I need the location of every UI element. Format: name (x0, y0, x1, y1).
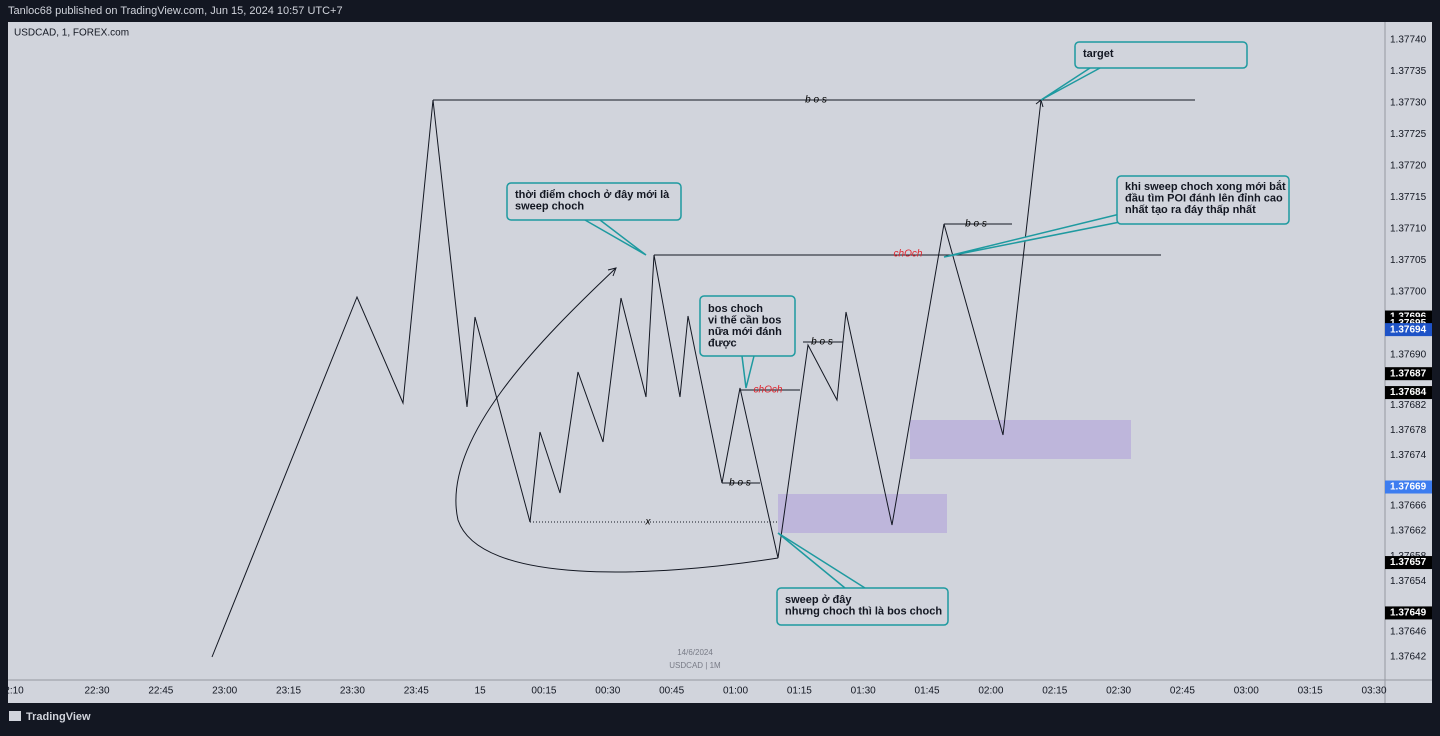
arrow-head (607, 267, 617, 277)
time-tick-label: 01:30 (851, 686, 876, 697)
callout (776, 587, 949, 626)
callout-text: target (1083, 48, 1114, 60)
price-tick-label: 1.37740 (1390, 35, 1427, 46)
callout-text: đầu tìm POI đánh lên đỉnh cao (1125, 192, 1283, 204)
price-badge-label: 1.37684 (1390, 387, 1427, 398)
callout-pointer (943, 213, 1121, 258)
callout-text: thời điểm choch ở đây mới là (515, 189, 670, 201)
time-tick-label: 23:00 (212, 686, 237, 697)
price-tick-label: 1.37646 (1390, 626, 1427, 637)
time-tick-label: 02:30 (1106, 686, 1131, 697)
callout-text: được (708, 337, 737, 349)
callout-text: khi sweep choch xong mới bắt (1125, 180, 1286, 193)
price-badge-label: 1.37687 (1390, 368, 1427, 379)
price-tick-label: 1.37710 (1390, 224, 1427, 235)
price-tick-label: 1.37700 (1390, 286, 1427, 297)
price-badge (1385, 323, 1432, 337)
callout-pointer (741, 355, 755, 389)
time-tick-label: 01:45 (915, 686, 940, 697)
time-tick-label: 00:15 (531, 686, 556, 697)
time-tick-label: 00:45 (659, 686, 684, 697)
price-badge-label: 1.37657 (1390, 557, 1427, 568)
bos-label: b o s (811, 337, 833, 348)
choch-label: chOch (894, 249, 923, 260)
price-tick-label: 1.37674 (1390, 450, 1427, 461)
curve-arrow (455, 267, 779, 573)
chart-bg (8, 22, 1432, 703)
callout-text: bos choch (708, 303, 763, 315)
poi-zone (778, 494, 947, 533)
bos-label: b o s (965, 219, 987, 230)
callout (699, 295, 796, 357)
callout-text: vi thế cần bos (708, 314, 781, 326)
symbol: USDCAD, 1, FOREX.com (14, 28, 129, 39)
time-tick-label: 02:45 (1170, 686, 1195, 697)
time-tick-label: 01:15 (787, 686, 812, 697)
price-tick-label: 1.37678 (1390, 425, 1427, 436)
time-tick-label: 22:45 (148, 686, 173, 697)
callout-pointer (777, 532, 866, 589)
time-tick-label: 22:30 (84, 686, 109, 697)
time-tick-label: 23:15 (276, 686, 301, 697)
choch-label: chOch (754, 385, 783, 396)
time-tick-label: 02:15 (1042, 686, 1067, 697)
price-tick-label: 1.37730 (1390, 98, 1427, 109)
price-tick-label: 1.37690 (1390, 349, 1427, 360)
x-label: x (645, 517, 652, 528)
time-tick-label: 03:30 (1361, 686, 1386, 697)
price-tick-label: 1.37725 (1390, 129, 1427, 140)
callout-text: nhưng choch thì là bos choch (785, 605, 942, 617)
price-tick-label: 1.37682 (1390, 400, 1427, 411)
time-tick-label: 03:15 (1298, 686, 1323, 697)
price-tick-label: 1.37715 (1390, 192, 1427, 203)
price-badge (1385, 386, 1432, 400)
price-badge (1385, 480, 1432, 494)
price-badge-label: 1.37669 (1390, 482, 1427, 493)
watermark-date: 14/6/2024 (677, 648, 713, 657)
time-tick-label: 00:30 (595, 686, 620, 697)
bos-label: b o s (729, 478, 751, 489)
callout (506, 182, 682, 221)
poi-zone (910, 420, 1131, 459)
callout-pointer (584, 219, 647, 256)
price-tick-label: 1.37642 (1390, 652, 1427, 663)
bos-label: b o s (805, 95, 827, 106)
time-tick-label: 01:00 (723, 686, 748, 697)
callout-text: sweep ở đây (785, 594, 852, 606)
price-tick-label: 1.37662 (1390, 526, 1427, 537)
footer-brand: TradingView (26, 711, 91, 723)
callout-text: nữa mới đánh (708, 326, 782, 338)
price-tick-label: 1.37735 (1390, 66, 1427, 77)
price-tick-label: 1.37666 (1390, 501, 1427, 512)
logo (9, 711, 21, 721)
header-title: Tanloc68 published on TradingView.com, J… (8, 5, 343, 17)
time-tick-label: 03:00 (1234, 686, 1259, 697)
price-tick-label: 1.37705 (1390, 255, 1427, 266)
price-badge-label: 1.37649 (1390, 608, 1427, 619)
callout-pointer (1040, 67, 1101, 101)
price-badge (1385, 606, 1432, 620)
callout-text: sweep choch (515, 200, 584, 212)
time-tick-label: 23:45 (404, 686, 429, 697)
watermark-symbol: USDCAD | 1M (669, 661, 721, 670)
price-path (211, 99, 1042, 658)
callout (1116, 175, 1290, 225)
price-badge (1385, 556, 1432, 570)
price-tick-label: 1.37720 (1390, 161, 1427, 172)
time-tick-label: 02:00 (978, 686, 1003, 697)
price-badge-label: 1.37694 (1390, 324, 1427, 335)
time-tick-label: 15 (475, 686, 487, 697)
callout-text: nhất tạo ra đáy thấp nhất (1125, 204, 1256, 216)
time-tick-label: 2:10 (4, 686, 24, 697)
callout (1074, 41, 1248, 69)
price-tick-label: 1.37654 (1390, 576, 1427, 587)
time-tick-label: 23:30 (340, 686, 365, 697)
price-badge (1385, 367, 1432, 381)
